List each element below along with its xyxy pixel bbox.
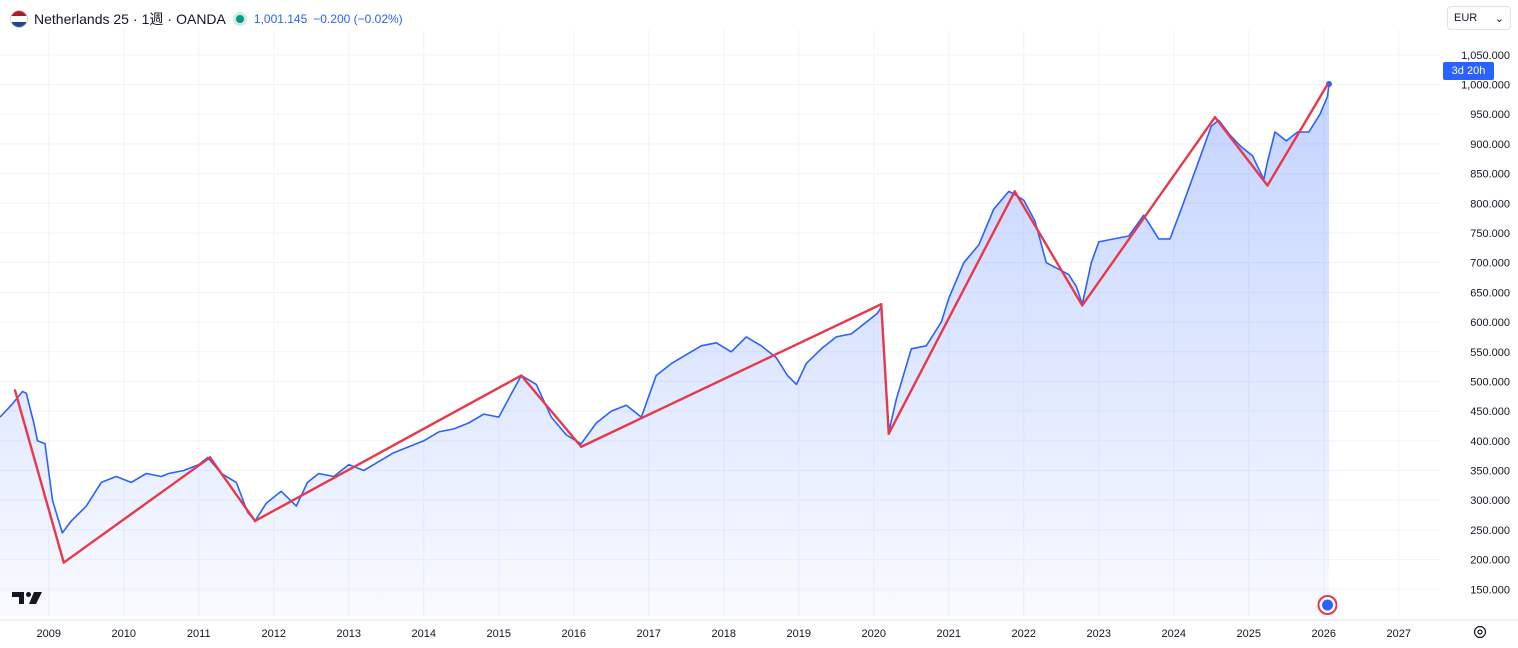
netherlands-flag-icon [10,10,28,28]
y-tick-label: 1,000.000 [1461,80,1510,92]
x-tick-label: 2016 [562,628,586,640]
market-status-icon [235,15,244,23]
trend-segment [62,456,212,564]
price-area-fill [0,83,1329,616]
chevron-down-icon: ⌄ [1494,12,1504,25]
x-tick-label: 2009 [37,628,61,640]
trend-segment [1213,115,1269,187]
trend-segment [1266,83,1329,187]
symbol-header: Netherlands 25 · 1週 · OANDA 1,001.145 −0… [10,8,403,30]
y-tick-label: 150.000 [1470,584,1510,596]
x-tick-label: 2010 [112,628,136,640]
x-tick-label: 2026 [1312,628,1336,640]
trend-segment [253,374,523,523]
gear-icon[interactable] [1472,624,1488,640]
y-tick-label: 300.000 [1470,495,1510,507]
trend-segment [208,456,257,523]
x-tick-label: 2019 [787,628,811,640]
trend-segment [887,190,1016,435]
x-tick-label: 2025 [1237,628,1261,640]
x-tick-label: 2017 [637,628,661,640]
tradingview-logo-icon[interactable] [12,590,44,606]
y-tick-label: 850.000 [1470,169,1510,181]
x-tick-label: 2020 [862,628,886,640]
y-tick-label: 250.000 [1470,525,1510,537]
x-tick-label: 2022 [1012,628,1036,640]
trend-segment [1013,190,1084,307]
y-tick-label: 400.000 [1470,436,1510,448]
y-tick-label: 750.000 [1470,228,1510,240]
x-tick-label: 2014 [412,628,436,640]
event-marker-globe-icon [1322,599,1333,611]
y-tick-label: 950.000 [1470,109,1510,121]
y-tick-label: 500.000 [1470,376,1510,388]
y-tick-label: 800.000 [1470,198,1510,210]
currency-label: EUR [1454,12,1478,24]
source-label: OANDA [176,11,226,27]
trend-segment [580,303,883,448]
x-tick-label: 2024 [1162,628,1186,640]
y-tick-label: 200.000 [1470,555,1510,567]
y-tick-label: 1,050.000 [1461,50,1510,62]
symbol-name[interactable]: Netherlands 25 [34,11,129,27]
y-tick-label: 450.000 [1470,406,1510,418]
x-tick-label: 2013 [337,628,361,640]
price-change: −0.200 (−0.02%) [313,12,403,26]
y-tick-label: 900.000 [1470,139,1510,151]
trend-segment [1081,115,1217,307]
y-tick-label: 700.000 [1470,258,1510,270]
trend-segment [520,374,583,448]
x-tick-label: 2023 [1087,628,1111,640]
x-tick-label: 2027 [1387,628,1411,640]
currency-select[interactable]: EUR ⌄ [1447,6,1511,30]
trend-segment [13,389,65,564]
last-price: 1,001.145 [253,12,308,26]
x-tick-label: 2011 [187,628,211,640]
x-tick-label: 2012 [262,628,286,640]
interval-label[interactable]: 1週 [141,11,164,27]
y-tick-label: 550.000 [1470,347,1510,359]
countdown-badge: 3d 20h [1443,62,1494,80]
y-tick-label: 650.000 [1470,287,1510,299]
trend-segment [880,303,890,435]
x-tick-label: 2018 [712,628,736,640]
x-tick-label: 2015 [487,628,511,640]
y-tick-label: 350.000 [1470,466,1510,478]
y-tick-label: 600.000 [1470,317,1510,329]
x-tick-label: 2021 [937,628,961,640]
